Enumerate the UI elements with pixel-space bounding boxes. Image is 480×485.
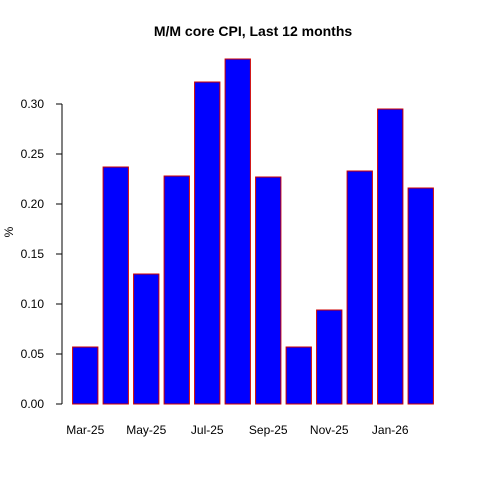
bar-May-25 <box>133 273 160 405</box>
bar-Feb-26 <box>407 187 434 405</box>
x-tick-label: Jan-26 <box>372 423 409 437</box>
y-tick-label: 0.15 <box>21 247 45 261</box>
x-tick-label: Nov-25 <box>310 423 349 437</box>
bar-Apr-25 <box>102 166 129 405</box>
y-axis-title: % <box>2 226 16 237</box>
x-tick-label: Sep-25 <box>249 423 288 437</box>
y-tick-label: 0.10 <box>21 297 45 311</box>
bar-Oct-25 <box>285 346 312 405</box>
bar-Sep-25 <box>255 176 282 405</box>
x-tick-label: May-25 <box>126 423 166 437</box>
bar-Jun-25 <box>163 175 190 405</box>
bar-Dec-25 <box>346 170 373 405</box>
bar-Aug-25 <box>224 58 251 405</box>
y-tick-label: 0.20 <box>21 197 45 211</box>
bar-Jan-26 <box>377 108 404 405</box>
y-tick-label: 0.25 <box>21 147 45 161</box>
bar-Mar-25 <box>72 346 99 405</box>
x-axis: Mar-25 May-25 Jul-25 Sep-25 Nov-25 Jan-26 <box>66 423 409 437</box>
y-tick-label: 0.05 <box>21 347 45 361</box>
chart-title: M/M core CPI, Last 12 months <box>154 23 353 39</box>
x-tick-label: Jul-25 <box>191 423 224 437</box>
bars-group <box>72 58 434 405</box>
y-tick-label: 0.00 <box>21 397 45 411</box>
x-tick-label: Mar-25 <box>66 423 104 437</box>
bar-Nov-25 <box>316 309 343 405</box>
bar-Jul-25 <box>194 81 221 405</box>
y-axis: 0.00 0.05 0.10 0.15 0.20 0.25 0.30 <box>21 97 63 411</box>
y-tick-label: 0.30 <box>21 97 45 111</box>
